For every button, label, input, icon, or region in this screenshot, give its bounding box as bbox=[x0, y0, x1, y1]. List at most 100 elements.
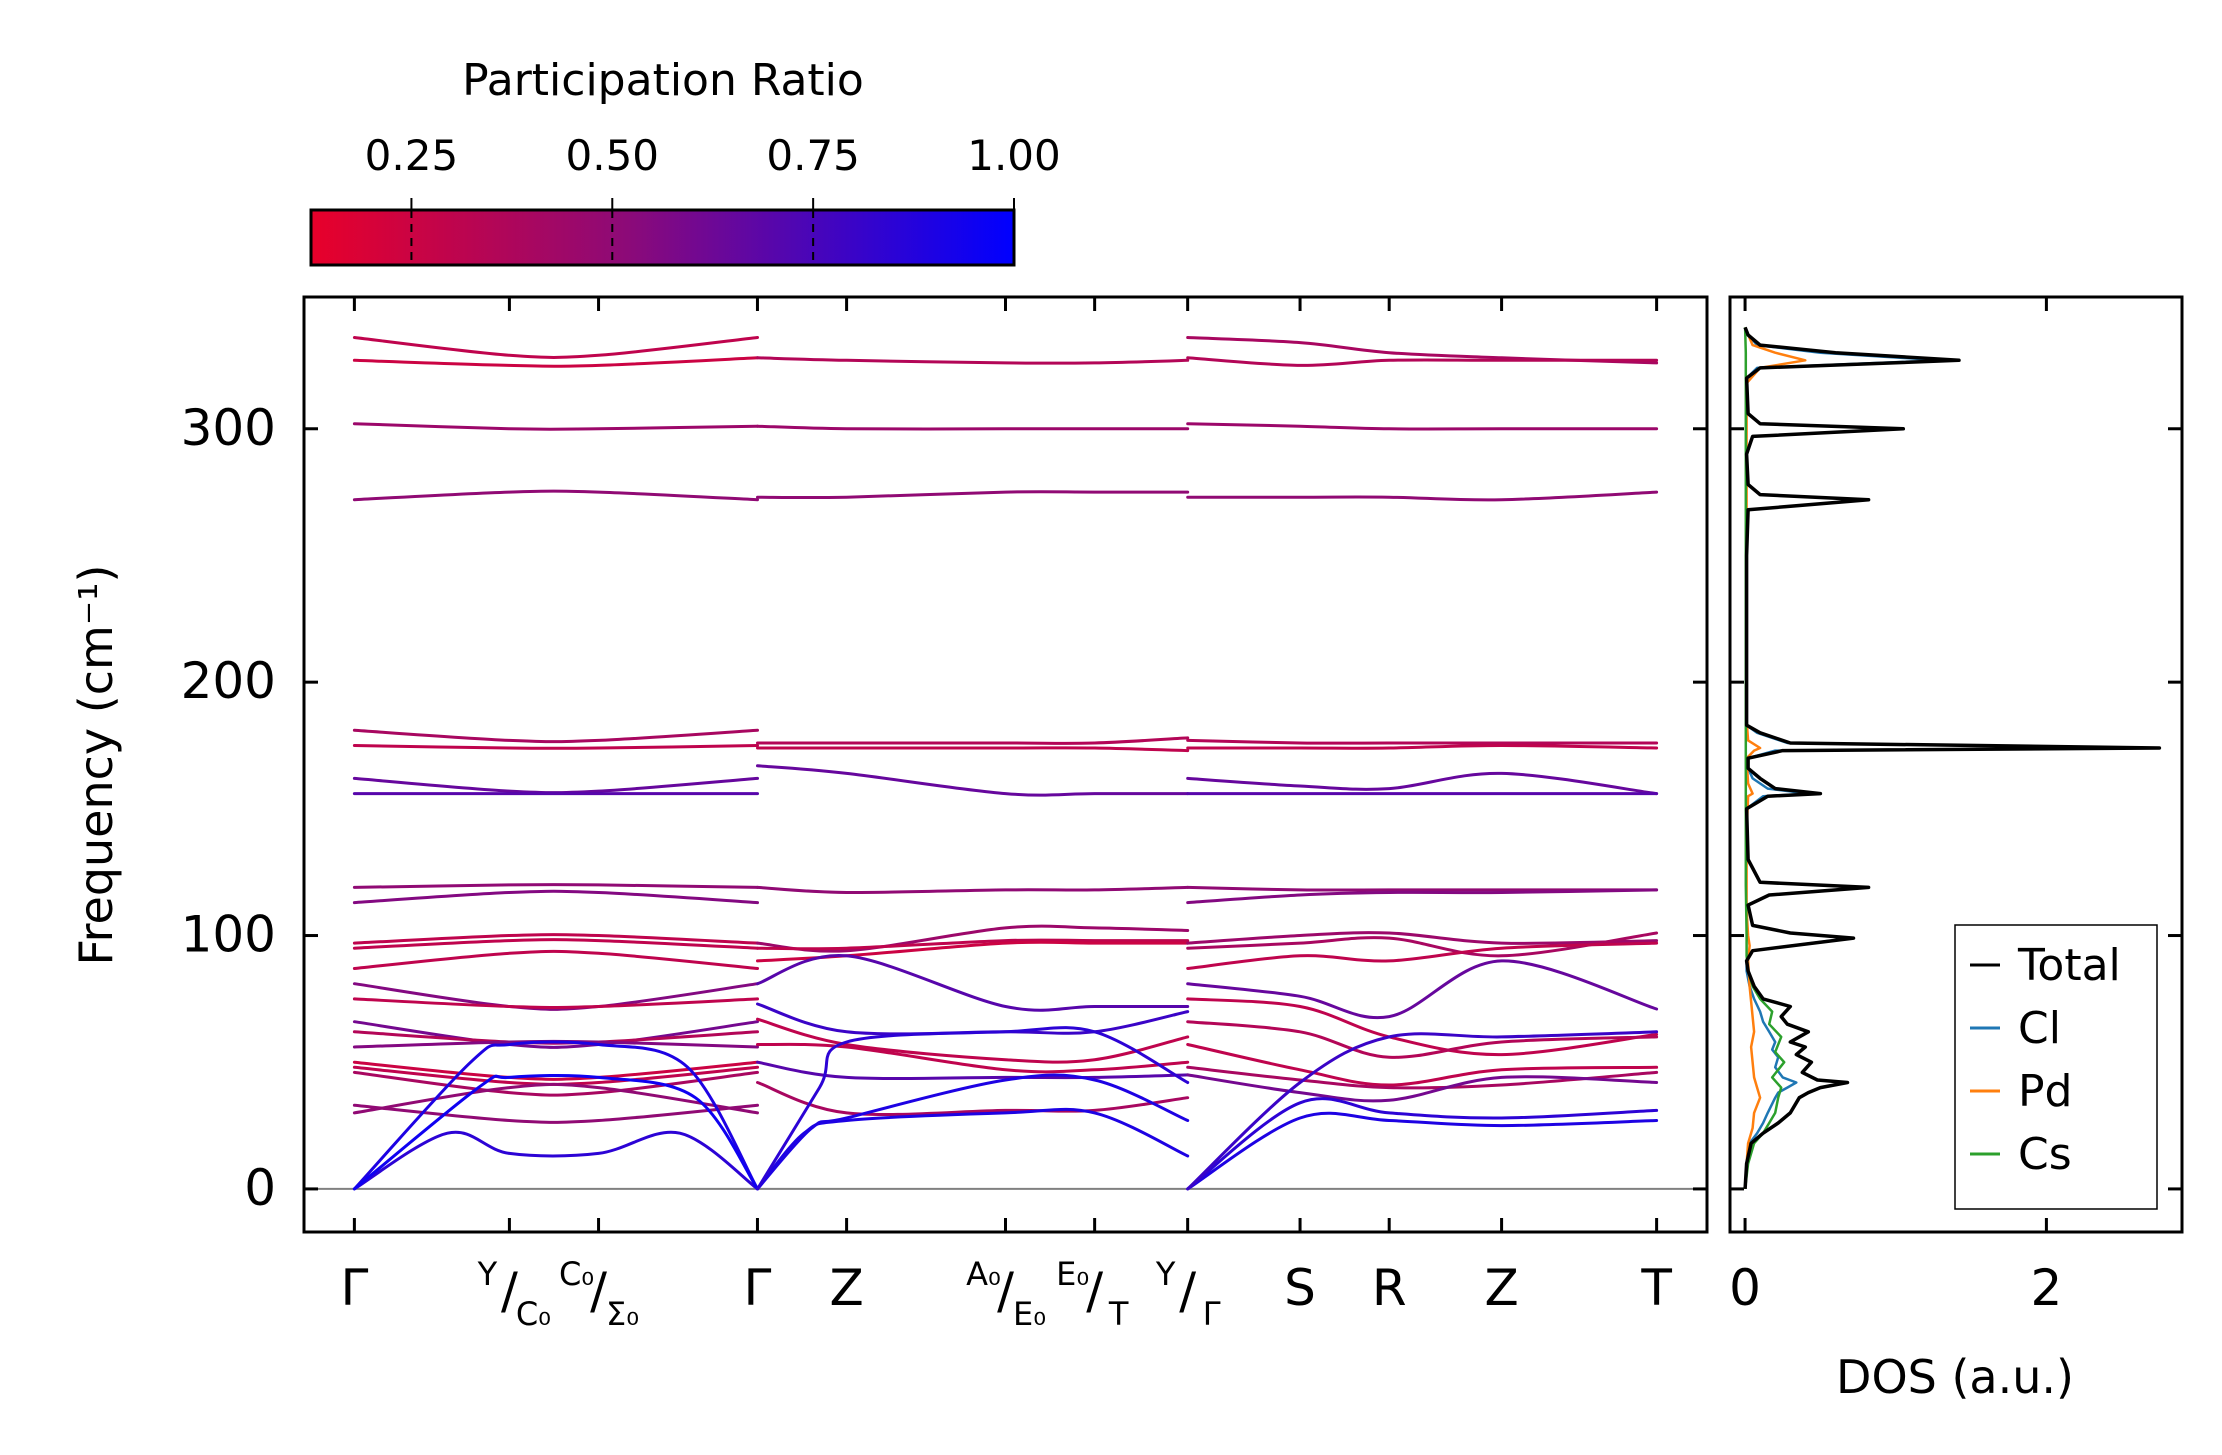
ytick-label: 100 bbox=[181, 906, 276, 964]
phonon-branch bbox=[352, 1070, 759, 1097]
phonon-branch bbox=[1186, 997, 1659, 1057]
phonon-branch bbox=[352, 489, 759, 502]
phonon-branch bbox=[1186, 1111, 1659, 1191]
phonon-branch bbox=[352, 1020, 759, 1049]
colorbar-tick-label: 0.75 bbox=[766, 131, 860, 180]
phonon-branch bbox=[1186, 490, 1659, 502]
phonon-branch bbox=[756, 924, 1190, 953]
phonon-branch bbox=[1186, 1030, 1659, 1191]
dos-legend: Total Cl Pd Cs bbox=[1954, 924, 2158, 1210]
phonon-branch bbox=[756, 954, 1190, 1012]
phonon-branch bbox=[352, 1130, 759, 1191]
dos-curves bbox=[1743, 326, 2162, 1190]
colorbar-ticks: 0.25 0.50 0.75 1.00 bbox=[365, 131, 1061, 265]
phonon-branch bbox=[352, 933, 759, 945]
phonon-branch bbox=[1186, 1073, 1659, 1103]
ytick-label: 300 bbox=[181, 399, 276, 457]
kpoint-label-slash: / bbox=[1086, 1262, 1103, 1320]
phonon-branch bbox=[756, 1002, 1190, 1036]
kpoint-label: Γ bbox=[744, 1259, 772, 1317]
phonon-branch bbox=[352, 982, 759, 1011]
kpoint-label: S bbox=[1284, 1259, 1316, 1317]
colorbar-tick-label: 1.00 bbox=[967, 131, 1061, 180]
legend-label-total: Total bbox=[2017, 940, 2121, 991]
phonon-branch bbox=[756, 885, 1190, 895]
dos-axis-label: DOS (a.u.) bbox=[1836, 1350, 2074, 1404]
kpoint-label: Γ bbox=[340, 1259, 368, 1317]
phonon-branch bbox=[1186, 771, 1659, 796]
phonon-branch bbox=[1186, 931, 1659, 958]
kpoint-label-slash: / bbox=[501, 1262, 518, 1320]
phonon-branch bbox=[756, 736, 1190, 745]
ytick-label: 0 bbox=[244, 1159, 276, 1217]
phonon-branch bbox=[756, 424, 1190, 431]
phonon-branch bbox=[352, 938, 759, 950]
phonon-branch bbox=[756, 764, 1190, 797]
dos-axes-frame bbox=[1728, 295, 2184, 1234]
kpoint-label-slash: / bbox=[1179, 1262, 1196, 1320]
legend-label-pd: Pd bbox=[2018, 1066, 2072, 1117]
phonon-branch bbox=[1186, 888, 1659, 905]
colorbar: Participation Ratio 0.25 0.50 0.75 1.00 bbox=[309, 55, 1061, 267]
phonon-branch bbox=[1186, 743, 1659, 750]
band-axes-frame bbox=[302, 295, 1709, 1234]
colorbar-gradient bbox=[309, 208, 1016, 267]
phonon-branch bbox=[352, 422, 759, 431]
phonon-branch bbox=[352, 1103, 759, 1124]
phonon-branch bbox=[1186, 1020, 1659, 1059]
kpoint-label: Z bbox=[1484, 1259, 1518, 1317]
legend-label-cl: Cl bbox=[2018, 1003, 2061, 1054]
phonon-branch bbox=[756, 1026, 1190, 1191]
kpoint-label-sub: Γ bbox=[1203, 1295, 1221, 1333]
phonon-branch bbox=[1186, 1043, 1659, 1087]
phonon-branch bbox=[352, 883, 759, 889]
phonon-branch bbox=[756, 1081, 1190, 1117]
dos-axis-ticks bbox=[1730, 297, 2182, 1232]
kpoint-label-sub: Σ₀ bbox=[606, 1295, 639, 1333]
phonon-branch bbox=[352, 1073, 759, 1191]
dos-line-cs bbox=[1743, 327, 1786, 1190]
phonon-branch bbox=[756, 1073, 1190, 1191]
ytick-label: 200 bbox=[181, 652, 276, 710]
kpoint-label-sub: E₀ bbox=[1013, 1295, 1046, 1333]
frequency-axis-label: Frequency (cm⁻¹) bbox=[69, 565, 123, 966]
phonon-branch bbox=[352, 1040, 759, 1191]
kpoint-label: Z bbox=[829, 1259, 863, 1317]
phonon-branch bbox=[1186, 959, 1659, 1020]
kpoint-label-sup: E₀ bbox=[1056, 1255, 1089, 1293]
phonon-branch bbox=[756, 938, 1190, 951]
kpoint-label-slash: / bbox=[997, 1262, 1014, 1320]
phonon-branch bbox=[756, 1017, 1190, 1064]
phonon-branch bbox=[756, 490, 1190, 500]
phonon-branch bbox=[1186, 356, 1659, 367]
phonon-branch bbox=[1186, 931, 1659, 945]
phonon-branch bbox=[756, 356, 1190, 365]
kpoint-label-sup: Y bbox=[477, 1255, 498, 1293]
phonon-branch bbox=[756, 1042, 1190, 1074]
phonon-branch bbox=[1186, 422, 1659, 431]
phonon-branch bbox=[1186, 941, 1659, 970]
phonon-branch bbox=[352, 728, 759, 744]
kpoint-label-sup: Y bbox=[1155, 1255, 1176, 1293]
kpoint-label-sub: T bbox=[1108, 1295, 1129, 1333]
frequency-tick-labels: 0 100 200 300 bbox=[181, 399, 276, 1217]
phonon-branch bbox=[1186, 1097, 1659, 1191]
phonon-branches bbox=[352, 336, 1659, 1191]
kpoint-label: T bbox=[1640, 1259, 1672, 1317]
kpoint-label: R bbox=[1372, 1259, 1407, 1317]
colorbar-label: Participation Ratio bbox=[462, 55, 864, 106]
colorbar-tick-label: 0.25 bbox=[365, 131, 459, 180]
phonon-branch bbox=[1186, 885, 1659, 892]
phonon-branch bbox=[352, 997, 759, 1009]
phonon-branch bbox=[756, 1060, 1190, 1081]
kpoint-label-sub: C₀ bbox=[516, 1295, 551, 1333]
kpoint-label-sup: C₀ bbox=[559, 1255, 594, 1293]
phonon-branch bbox=[352, 1082, 759, 1115]
kpoint-label-slash: / bbox=[590, 1262, 607, 1320]
kpath-segment-breaks bbox=[755, 337, 1190, 1189]
